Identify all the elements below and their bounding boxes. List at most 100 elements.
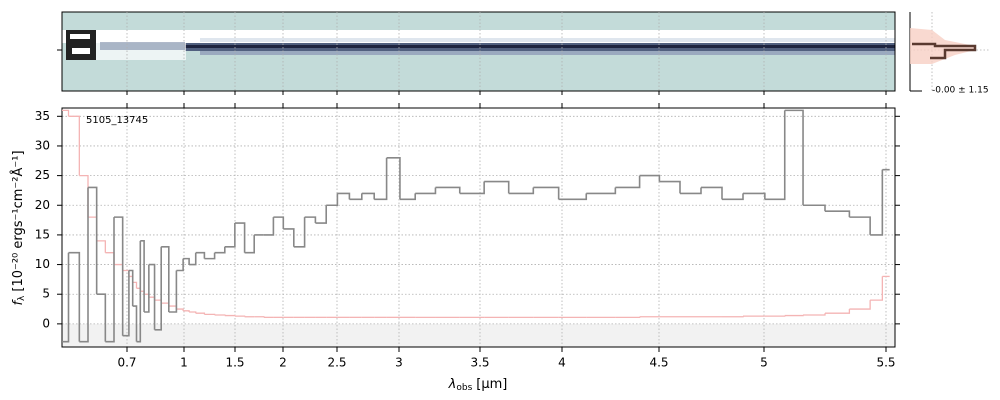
error-step <box>96 240 106 253</box>
flux-step <box>140 240 145 313</box>
flux-step <box>273 216 285 229</box>
error-step <box>168 305 178 310</box>
error-step <box>615 316 641 318</box>
y-tick-label: 25 <box>35 168 50 182</box>
flux-step <box>168 270 178 313</box>
flux-step <box>484 180 510 194</box>
flux-step <box>183 257 190 265</box>
x-tick-label: 3.5 <box>470 356 489 370</box>
y-tick-label: 20 <box>35 198 50 212</box>
flux-step <box>161 245 170 313</box>
flux-step <box>122 270 130 337</box>
error-step <box>68 115 80 176</box>
x-tick-label: 0.7 <box>117 356 136 370</box>
flux-step <box>764 110 786 201</box>
flux-step <box>803 204 826 212</box>
error-step <box>122 269 130 277</box>
flux-step <box>615 175 641 189</box>
error-step <box>204 313 216 316</box>
flux-step <box>79 187 89 343</box>
x-tick-label: 3 <box>395 356 403 370</box>
flux-step <box>148 263 156 330</box>
flux-step <box>870 169 884 236</box>
error-step <box>161 302 170 307</box>
flux-step <box>349 193 363 201</box>
error-step <box>154 299 162 304</box>
flux-step <box>189 252 197 266</box>
flux-step <box>722 193 744 201</box>
y-tick-label: 15 <box>35 227 50 241</box>
flux-step <box>435 186 461 194</box>
error-step <box>722 316 744 318</box>
flux-step <box>849 216 871 235</box>
x-tick-label: 2.5 <box>327 356 346 370</box>
flux-step <box>144 264 150 313</box>
flux-step <box>533 186 560 200</box>
x-tick-label: 4.5 <box>649 356 668 370</box>
flux-step <box>743 192 766 200</box>
plot-frame <box>61 107 896 348</box>
flux-step <box>386 157 401 200</box>
x-tick-label: 2 <box>279 356 287 370</box>
flux-step <box>105 217 115 343</box>
flux-step <box>680 187 702 195</box>
error-step <box>114 263 124 271</box>
flux-step <box>132 305 138 342</box>
x-tick-label: 5.5 <box>876 356 895 370</box>
error-step <box>224 314 236 317</box>
flux-step <box>304 216 317 224</box>
profile-label: -0.00 ± 1.15 <box>932 86 989 96</box>
flux-step <box>234 222 246 253</box>
y-tick-label: 10 <box>35 257 50 271</box>
y-tick-label: 5 <box>42 287 50 301</box>
x-tick-label: 1 <box>180 356 188 370</box>
flux-step <box>114 216 124 336</box>
flux-step <box>701 186 723 200</box>
x-tick-label: 1.5 <box>225 356 244 370</box>
y-tick-label: 35 <box>35 109 50 123</box>
x-tick-label: 4 <box>558 356 566 370</box>
error-step <box>195 312 206 315</box>
x-tick-label: 5 <box>760 356 768 370</box>
flux-step <box>459 181 485 195</box>
flux-step <box>586 187 617 195</box>
flux-step <box>361 192 375 200</box>
error-step <box>62 109 70 117</box>
error-step <box>189 311 197 314</box>
error-step <box>825 309 851 314</box>
flux-step <box>293 217 306 248</box>
y-tick-label: 30 <box>35 138 50 152</box>
flux-step <box>224 223 236 248</box>
error-step <box>214 314 226 316</box>
flux-step <box>128 269 134 307</box>
flux-step <box>374 157 388 201</box>
flux-step <box>283 228 295 247</box>
error-step <box>105 252 115 265</box>
annotation: 5105_13745 <box>86 115 148 126</box>
error-step <box>764 315 786 317</box>
flux-step <box>508 187 535 195</box>
spectrum-2d <box>57 11 896 92</box>
flux-step <box>136 240 142 343</box>
flux-step <box>315 205 327 224</box>
error-step <box>870 276 883 301</box>
negative-band <box>62 323 895 347</box>
flux-step <box>263 217 275 236</box>
error-step <box>176 308 184 311</box>
flux-step <box>244 234 255 254</box>
flux-step <box>176 258 184 272</box>
x-axis-label: λobs [μm] <box>448 377 508 393</box>
error-step <box>849 300 871 310</box>
flux-step <box>88 186 98 295</box>
error-step <box>803 313 826 316</box>
profile-panel: -0.00 ± 1.15 <box>909 12 990 96</box>
flux-step <box>214 246 226 254</box>
error-step <box>234 315 246 317</box>
error-step <box>148 296 156 301</box>
flux-step <box>825 210 851 218</box>
flux-step <box>415 187 437 195</box>
flux-step <box>204 252 216 260</box>
flux-step <box>784 109 804 206</box>
error-step <box>88 216 98 241</box>
